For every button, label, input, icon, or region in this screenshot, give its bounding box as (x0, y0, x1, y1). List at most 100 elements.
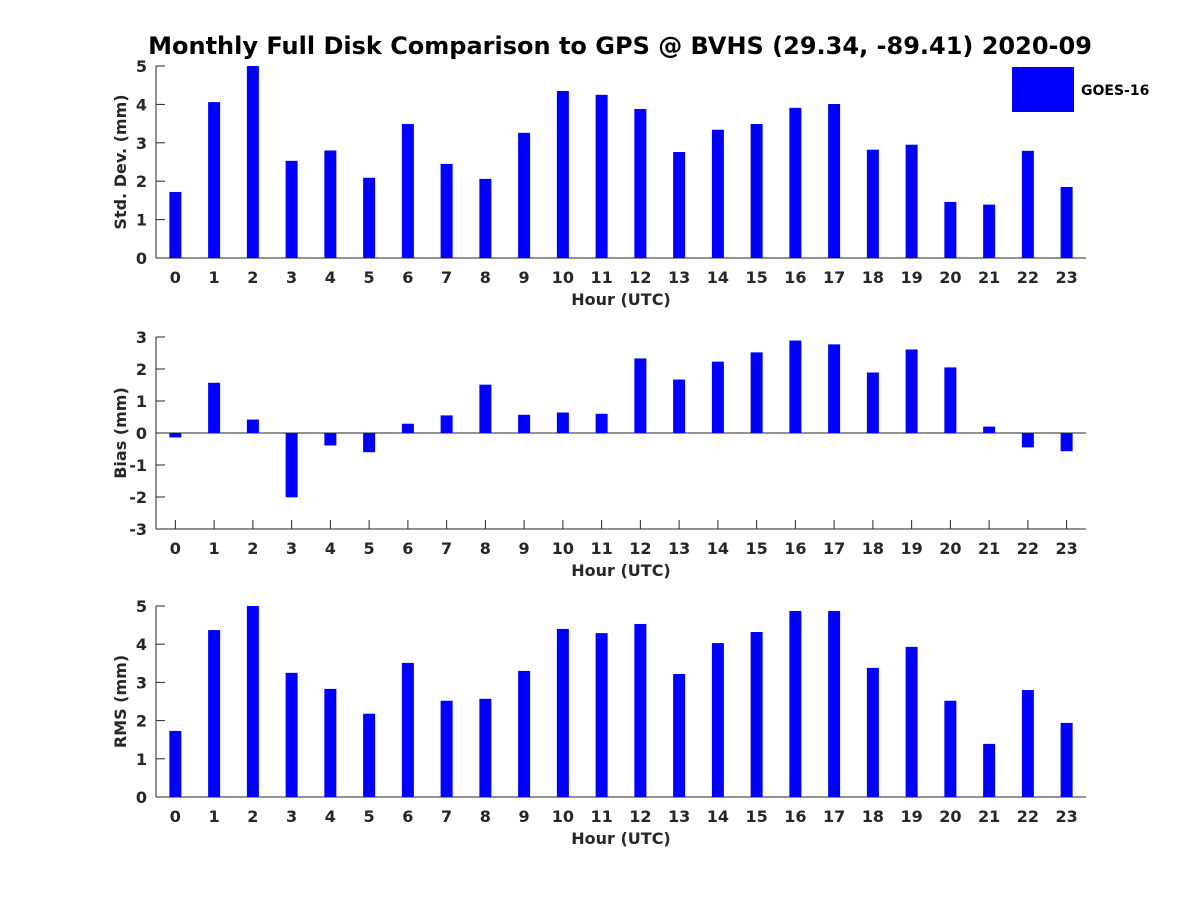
x-tick-label: 9 (519, 268, 530, 287)
y-tick-label: -1 (129, 456, 147, 475)
bar (905, 646, 918, 797)
x-tick-label: 20 (939, 268, 961, 287)
x-tick-label: 6 (402, 539, 413, 558)
bar (401, 123, 414, 258)
x-tick-label: 9 (519, 807, 530, 826)
bar (324, 150, 337, 258)
x-tick-label: 6 (402, 268, 413, 287)
legend-label: GOES-16 (1081, 83, 1149, 99)
bar (750, 352, 763, 433)
bar (363, 713, 376, 797)
x-tick-label: 7 (441, 807, 452, 826)
bar (944, 367, 957, 433)
x-axis-label: Hour (UTC) (571, 290, 671, 309)
bar (750, 631, 763, 797)
bar (866, 372, 879, 433)
x-tick-label: 13 (668, 268, 690, 287)
y-tick-label: 3 (136, 673, 147, 692)
x-tick-label: 20 (939, 807, 961, 826)
y-tick-label: 0 (136, 424, 147, 443)
bar (750, 123, 763, 258)
bar (208, 630, 221, 797)
x-tick-label: 21 (978, 268, 1000, 287)
y-tick-label: 3 (136, 134, 147, 153)
x-tick-label: 18 (862, 539, 884, 558)
x-tick-label: 7 (441, 268, 452, 287)
bar (828, 344, 841, 433)
bar (169, 191, 182, 258)
x-tick-label: 12 (629, 268, 651, 287)
x-tick-label: 10 (552, 807, 574, 826)
bar (866, 149, 879, 258)
x-tick-label: 5 (364, 539, 375, 558)
x-tick-label: 18 (862, 807, 884, 826)
bar (866, 667, 879, 797)
y-axis-label: Std. Dev. (mm) (111, 94, 130, 229)
bar (285, 160, 298, 258)
x-tick-label: 13 (668, 807, 690, 826)
x-tick-label: 8 (480, 539, 491, 558)
x-tick-label: 15 (745, 268, 767, 287)
x-tick-label: 4 (325, 268, 336, 287)
x-tick-label: 21 (978, 539, 1000, 558)
bar (634, 358, 647, 433)
x-tick-label: 18 (862, 268, 884, 287)
bar (479, 384, 492, 433)
x-tick-label: 8 (480, 268, 491, 287)
bar (711, 129, 724, 258)
bar (1060, 186, 1073, 258)
x-tick-label: 0 (170, 268, 181, 287)
x-tick-label: 8 (480, 807, 491, 826)
bar (673, 673, 686, 797)
y-tick-label: 1 (136, 211, 147, 230)
x-tick-label: 20 (939, 539, 961, 558)
bar (828, 610, 841, 797)
bar (518, 414, 531, 433)
bar (169, 730, 182, 797)
x-tick-label: 23 (1055, 807, 1077, 826)
y-tick-label: -3 (129, 520, 147, 539)
bar (363, 177, 376, 258)
bar (518, 132, 531, 258)
bar (440, 415, 453, 433)
legend: GOES-16 (1012, 67, 1149, 112)
bar (401, 662, 414, 797)
x-tick-label: 14 (707, 268, 729, 287)
bar (634, 623, 647, 797)
x-tick-label: 17 (823, 539, 845, 558)
x-tick-label: 15 (745, 807, 767, 826)
bar (944, 201, 957, 258)
bar (440, 700, 453, 797)
bar (401, 423, 414, 433)
x-tick-label: 16 (784, 807, 806, 826)
bar (324, 433, 337, 446)
bar (246, 606, 259, 797)
bar (828, 104, 841, 259)
bar (905, 349, 918, 433)
y-axis-label: Bias (mm) (111, 387, 130, 479)
y-tick-label: 1 (136, 392, 147, 411)
x-tick-label: 3 (286, 539, 297, 558)
x-tick-label: 4 (325, 539, 336, 558)
x-axis-label: Hour (UTC) (571, 829, 671, 848)
x-tick-label: 9 (519, 539, 530, 558)
bar (285, 433, 298, 498)
bar (711, 643, 724, 797)
y-tick-label: 2 (136, 172, 147, 191)
x-tick-label: 5 (364, 807, 375, 826)
x-tick-label: 15 (745, 539, 767, 558)
bar (518, 670, 531, 797)
x-tick-label: 12 (629, 539, 651, 558)
x-tick-label: 10 (552, 539, 574, 558)
bar (905, 144, 918, 258)
legend-swatch (1012, 67, 1074, 112)
bar (711, 361, 724, 433)
bar (789, 107, 802, 258)
y-tick-label: -2 (129, 488, 147, 507)
bar (479, 698, 492, 797)
x-tick-label: 0 (170, 807, 181, 826)
bar (556, 412, 569, 433)
y-tick-label: 4 (136, 95, 147, 114)
